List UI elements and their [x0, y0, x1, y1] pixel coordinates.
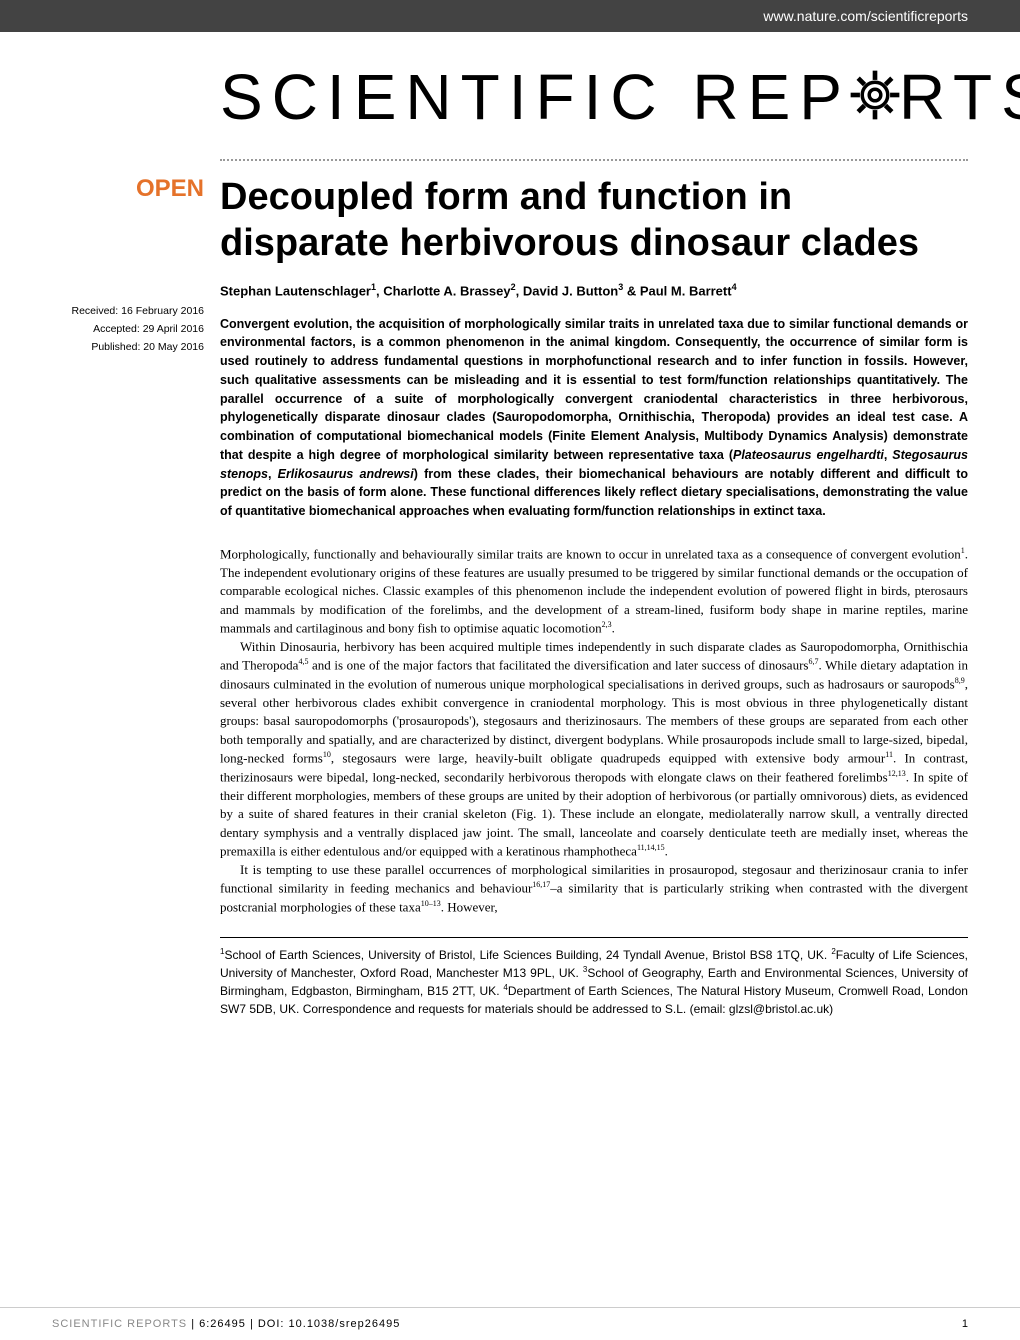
right-column: Decoupled form and function in disparate…	[220, 175, 968, 1018]
body-para-2: Within Dinosauria, herbivory has been ac…	[220, 638, 968, 861]
logo-text-rep: REP	[692, 61, 851, 133]
footer-page-number: 1	[962, 1318, 968, 1330]
footer-journal: SCIENTIFIC REPORTS	[52, 1318, 187, 1330]
body-para-1: Morphologically, functionally and behavi…	[220, 545, 968, 638]
content-wrapper: OPEN Received: 16 February 2016 Accepted…	[0, 175, 1020, 1018]
affiliations-divider	[220, 937, 968, 938]
logo-container: SCIENTIFIC REP RTS	[0, 32, 1020, 139]
logo-text-scientific: SCIENTIFIC	[220, 61, 666, 133]
gear-icon	[846, 65, 904, 139]
dotted-divider	[220, 159, 968, 161]
journal-logo: SCIENTIFIC REPRTS	[220, 60, 968, 139]
body-text: Morphologically, functionally and behavi…	[220, 545, 968, 917]
article-title: Decoupled form and function in disparate…	[220, 175, 968, 266]
affiliations: 1School of Earth Sciences, University of…	[220, 946, 968, 1018]
accepted-date: Accepted: 29 April 2016	[52, 321, 204, 339]
header-bar: www.nature.com/scientificreports	[0, 0, 1020, 32]
publication-dates: Received: 16 February 2016 Accepted: 29 …	[52, 303, 204, 357]
body-para-3: It is tempting to use these parallel occ…	[220, 861, 968, 917]
published-date: Published: 20 May 2016	[52, 339, 204, 357]
open-access-badge: OPEN	[52, 175, 204, 203]
received-date: Received: 16 February 2016	[52, 303, 204, 321]
footer-citation-text: | 6:26495 | DOI: 10.1038/srep26495	[187, 1318, 400, 1330]
footer-citation: SCIENTIFIC REPORTS | 6:26495 | DOI: 10.1…	[52, 1318, 400, 1330]
abstract: Convergent evolution, the acquisition of…	[220, 315, 968, 521]
footer: SCIENTIFIC REPORTS | 6:26495 | DOI: 10.1…	[0, 1307, 1020, 1340]
left-column: OPEN Received: 16 February 2016 Accepted…	[52, 175, 220, 1018]
authors-list: Stephan Lautenschlager1, Charlotte A. Br…	[220, 282, 968, 298]
header-url[interactable]: www.nature.com/scientificreports	[763, 8, 968, 24]
logo-text-rts: RTS	[899, 61, 1020, 133]
